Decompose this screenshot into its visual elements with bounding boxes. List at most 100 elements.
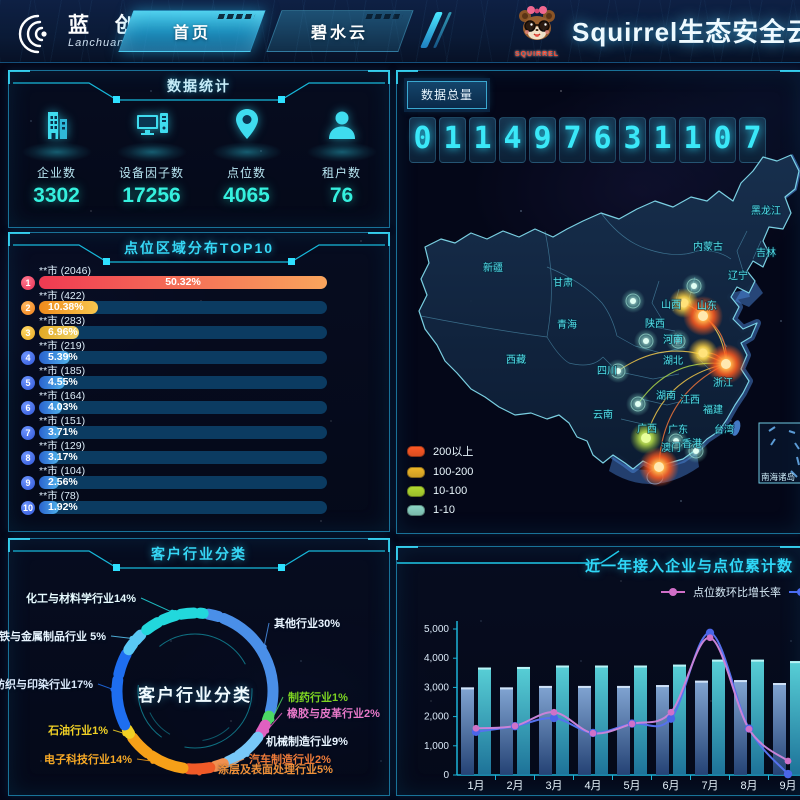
rank-badge: 9 bbox=[21, 476, 35, 490]
leader-dot bbox=[244, 751, 250, 757]
line1-point[interactable] bbox=[628, 720, 636, 728]
line-series1[interactable] bbox=[475, 636, 789, 762]
tab-home[interactable]: 首页 bbox=[118, 10, 266, 52]
y-axis-tick-label: 5,000 bbox=[424, 624, 449, 635]
hotspot-ring bbox=[630, 396, 646, 412]
donut-segment-7[interactable] bbox=[127, 732, 189, 774]
donut-segment-8[interactable] bbox=[121, 724, 136, 739]
bar-cap bbox=[539, 685, 552, 688]
hotspot-core bbox=[698, 311, 708, 321]
line2-point[interactable] bbox=[666, 714, 676, 723]
donut-segment-10[interactable] bbox=[123, 627, 149, 656]
donut-segment-4[interactable] bbox=[222, 731, 264, 768]
map-legend-item[interactable]: 10-100 bbox=[407, 485, 473, 497]
x-axis-label: 9月 bbox=[779, 780, 796, 792]
bar-cap bbox=[617, 685, 630, 688]
tab-bishuiyun[interactable]: 碧水云 bbox=[266, 10, 414, 52]
counter-digit: 0 bbox=[409, 117, 436, 163]
hotspot-ring bbox=[610, 363, 626, 379]
panel-title: 数据统计 bbox=[167, 78, 231, 94]
panel-customer-industry: 客户行业分类 客户行业分类 其他行业30% 制药行业1% 橡胶与皮革行业2% 机械制造… bbox=[0, 538, 390, 796]
label-leader-line bbox=[110, 635, 133, 639]
bar-series2[interactable] bbox=[790, 661, 800, 775]
legend-label[interactable]: 点位数环比增长率 bbox=[693, 587, 781, 599]
line1-point[interactable] bbox=[667, 708, 675, 716]
top10-city-label: **市 (151) bbox=[39, 415, 86, 427]
top10-percent-label: 10.38% bbox=[48, 301, 84, 313]
user-icon bbox=[328, 111, 355, 139]
line1-point[interactable] bbox=[745, 725, 753, 733]
line1-point[interactable] bbox=[511, 722, 519, 730]
line2-point[interactable] bbox=[783, 769, 793, 779]
bar-series1[interactable] bbox=[500, 687, 513, 775]
hotspot-core bbox=[641, 433, 651, 443]
top10-row: **市 (78) 10 1.92% bbox=[17, 490, 379, 516]
bar-series1[interactable] bbox=[734, 680, 747, 775]
industry-donut-chart[interactable] bbox=[9, 539, 389, 795]
bar-series2[interactable] bbox=[517, 666, 530, 775]
leader-dot bbox=[129, 635, 135, 642]
top10-bar-track[interactable]: 6.96% bbox=[39, 326, 327, 339]
legend-line-marker-clipped[interactable] bbox=[789, 588, 800, 596]
top10-bar-track[interactable]: 3.17% bbox=[39, 451, 327, 464]
line1-point[interactable] bbox=[550, 708, 558, 716]
donut-label: 纺织与印染行业17% bbox=[0, 679, 93, 691]
bar-series1[interactable] bbox=[539, 685, 552, 775]
line2-point[interactable] bbox=[549, 713, 559, 723]
panel-header: 点位区域分布TOP10 bbox=[9, 233, 389, 265]
bar-series2[interactable] bbox=[634, 665, 647, 776]
top10-city-label: **市 (185) bbox=[39, 365, 86, 377]
label-leader-line bbox=[136, 758, 153, 762]
bar-series2[interactable] bbox=[712, 659, 725, 775]
top10-bar-track[interactable]: 4.03% bbox=[39, 401, 327, 414]
donut-segment-9[interactable] bbox=[111, 648, 132, 731]
map-legend-item[interactable]: 200以上 bbox=[407, 443, 473, 459]
top10-bar-track[interactable]: 50.32% bbox=[39, 276, 327, 289]
top10-bar-track[interactable]: 1.92% bbox=[39, 501, 327, 514]
top10-bar-track[interactable]: 5.39% bbox=[39, 351, 327, 364]
y-axis-tick-label: 1,000 bbox=[424, 741, 449, 752]
leader-dot bbox=[150, 758, 156, 764]
top10-bar-track[interactable]: 4.55% bbox=[39, 376, 327, 389]
top10-city-label: **市 (129) bbox=[39, 440, 86, 452]
line2-point[interactable] bbox=[705, 628, 715, 637]
line1-point[interactable] bbox=[589, 729, 597, 737]
bar-series2[interactable] bbox=[751, 659, 764, 775]
trend-combo-chart[interactable]: 0 1,000 2,000 3,000 4,000 5,000 1月 2月 3月 4月 5月 6月 7月… bbox=[397, 593, 800, 795]
line1-point[interactable] bbox=[472, 724, 480, 732]
top10-bar-track[interactable]: 3.71% bbox=[39, 426, 327, 439]
hotspot-core bbox=[630, 298, 636, 304]
donut-segment-1[interactable] bbox=[203, 608, 279, 717]
donut-label: 化工与材料学行业14% bbox=[25, 593, 136, 605]
stat-value: 4065 bbox=[223, 184, 270, 207]
legend-swatch bbox=[407, 485, 425, 497]
bar-series1[interactable] bbox=[461, 687, 474, 775]
province-label: 四川 bbox=[597, 366, 617, 377]
bar-series1[interactable] bbox=[695, 680, 708, 775]
top10-row: **市 (164) 6 4.03% bbox=[17, 390, 379, 416]
stat-label: 租户数 bbox=[321, 166, 361, 180]
panel-data-statistics: 数据统计 企业数 3302 bbox=[8, 70, 390, 228]
top10-percent-label: 3.17% bbox=[48, 451, 78, 463]
map-legend-item[interactable]: 1-10 bbox=[407, 504, 473, 516]
line1-point[interactable] bbox=[784, 757, 792, 765]
x-axis-label: 1月 bbox=[467, 780, 484, 792]
line1-point[interactable] bbox=[706, 634, 714, 642]
map-legend-item[interactable]: 100-200 bbox=[407, 466, 473, 478]
bar-series1[interactable] bbox=[773, 683, 786, 775]
bar-series2[interactable] bbox=[595, 665, 608, 776]
top10-bar-track[interactable]: 2.56% bbox=[39, 476, 327, 489]
donut-segment-6[interactable] bbox=[182, 762, 216, 775]
x-axis-label: 4月 bbox=[584, 780, 601, 792]
bar-series1[interactable] bbox=[656, 685, 669, 775]
bar-series1[interactable] bbox=[617, 685, 630, 775]
donut-segment-2[interactable] bbox=[261, 710, 275, 726]
bar-series2[interactable] bbox=[478, 667, 491, 775]
donut-segment-11[interactable] bbox=[141, 607, 209, 636]
legend-line-marker[interactable] bbox=[661, 588, 685, 596]
top10-bar-track[interactable]: 10.38% bbox=[39, 301, 327, 314]
province-label: 广东 bbox=[668, 423, 688, 436]
